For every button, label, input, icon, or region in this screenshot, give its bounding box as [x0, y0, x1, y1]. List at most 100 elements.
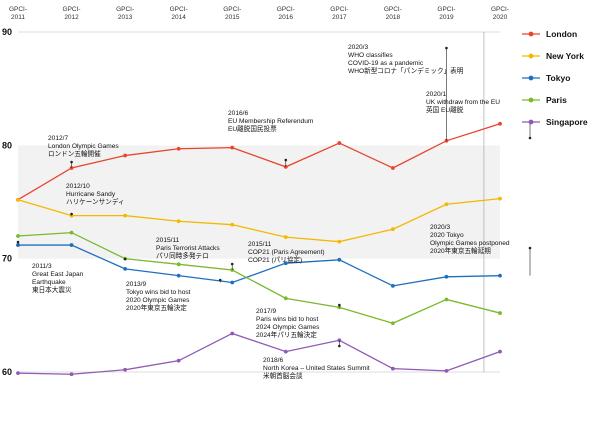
data-point: [390, 166, 395, 170]
data-point: [16, 243, 20, 247]
data-point: [390, 227, 395, 232]
data-point: [498, 196, 502, 201]
data-point: [176, 358, 181, 363]
data-point: [176, 219, 181, 224]
legend-label: Singapore: [546, 117, 588, 127]
annotation-text: 2017/9 Paris wins bid to host 2024 Olympic…: [256, 308, 320, 339]
data-point: [444, 368, 449, 373]
series-line: [17, 123, 501, 201]
data-point: [69, 230, 74, 235]
data-point: [123, 266, 128, 271]
y-tick-label: 60: [2, 367, 12, 377]
data-point: [123, 367, 128, 372]
annotation-text: 2015/11 Paris Terrorist Attacks パリ同時多発テロ: [156, 237, 220, 260]
data-point: [123, 153, 128, 158]
x-tick-label: GPCI-2012: [63, 6, 81, 21]
band: [18, 145, 500, 259]
x-axis-ticks: GPCI-2011 GPCI-2012 GPCI-2013 GPCI-2014 GPCI…: [9, 6, 509, 21]
legend-dot: [528, 97, 534, 103]
data-point: [444, 138, 449, 143]
data-point: [283, 296, 288, 301]
data-point: [176, 262, 181, 267]
data-point: [498, 273, 502, 278]
legend-label: Tokyo: [546, 73, 570, 83]
annotation-text: 2011/3 Great East Japan Earthquake 東日本大震災: [32, 263, 84, 294]
data-point: [176, 146, 181, 151]
data-point: [498, 311, 502, 315]
y-tick-label: 90: [2, 27, 12, 37]
data-point: [444, 202, 449, 207]
data-point: [69, 372, 74, 377]
series-line: [18, 244, 501, 287]
data-point: [283, 349, 288, 354]
x-tick-label: GPCI-2011: [9, 6, 27, 21]
annotation-text: 2020/3 WHO classifies COVID-19 as a pandem…: [348, 44, 464, 75]
legend-label: London: [546, 29, 577, 39]
data-point: [230, 222, 235, 227]
annotation-dot: [528, 246, 532, 250]
annotation-text: 2015/11 COP21 (Paris Agreement) COP21 (パリ協…: [248, 241, 325, 264]
band: [18, 32, 500, 146]
annotation-dot: [284, 158, 288, 162]
y-tick-label: 80: [2, 140, 12, 150]
y-tick-label: 70: [2, 254, 12, 264]
band: [18, 258, 500, 372]
data-point: [283, 261, 288, 266]
x-tick-label: GPCI-2013: [116, 6, 134, 21]
background-bands: [18, 31, 500, 373]
annotation-text: 2018/6 North Korea – United States Summit…: [263, 357, 370, 380]
legend-dot: [528, 53, 534, 59]
x-tick-label: GPCI-2017: [330, 6, 348, 21]
annotation-text: 2020/1 UK withdraw from the EU 英国 EU離脱: [426, 91, 500, 114]
data-point: [444, 274, 449, 279]
legend: London New York Tokyo Paris Singapore: [522, 29, 588, 127]
annotation-dot: [70, 212, 73, 216]
annotation-text: 2013/9 Tokyo wins bid to host 2020 Olympic…: [126, 281, 191, 312]
annotation-text: 2012/7 London Olympic Games ロンドン五輪開催: [48, 135, 119, 158]
annotation-dot: [528, 136, 532, 140]
data-point: [337, 141, 342, 145]
data-point: [123, 213, 128, 218]
data-point: [498, 349, 502, 354]
series-lines: [16, 121, 502, 377]
data-point: [444, 297, 449, 302]
data-point: [390, 283, 395, 288]
x-tick-label: GPCI-2019: [437, 6, 455, 21]
data-point: [498, 121, 502, 126]
annotation-dot: [70, 160, 73, 164]
series-line: [17, 197, 501, 243]
annotation-dot: [123, 257, 127, 261]
data-point: [176, 273, 181, 278]
annotation-dot: [445, 46, 448, 50]
data-point: [390, 321, 395, 326]
legend-label: Paris: [546, 95, 567, 105]
series-line: [17, 332, 501, 375]
x-tick-label: GPCI-2016: [277, 6, 295, 21]
annotation-dot: [338, 344, 341, 348]
annotation-text: 2016/6 EU Membership Referendum EU離脱国民投票: [228, 110, 314, 133]
series-line: [17, 231, 501, 324]
data-point: [337, 239, 342, 244]
data-point: [230, 145, 235, 150]
x-tick-label: GPCI-2018: [384, 6, 402, 21]
data-point: [16, 234, 20, 238]
legend-dot: [528, 119, 534, 125]
annotation-dot: [230, 262, 234, 266]
data-point: [230, 280, 235, 285]
annotation-text: 2020/3 2020 Tokyo Olympic Games postponed 2…: [430, 224, 510, 255]
annotation-dot: [338, 303, 341, 307]
data-point: [337, 257, 342, 262]
legend-label: New York: [546, 51, 584, 61]
data-point: [16, 371, 20, 376]
annotation-dot: [16, 240, 20, 244]
annotation-text: 2012/10 Hurricane Sandy ハリケーンサンディ: [66, 183, 125, 206]
data-point: [230, 331, 235, 336]
data-point: [69, 243, 74, 247]
legend-dot: [528, 75, 534, 81]
y-axis-ticks: 60 70 80 90: [2, 27, 12, 377]
data-point: [283, 235, 288, 240]
x-tick-label: GPCI-2020: [491, 6, 509, 21]
annotation-dot: [218, 278, 222, 282]
x-tick-label: GPCI-2014: [170, 6, 188, 21]
